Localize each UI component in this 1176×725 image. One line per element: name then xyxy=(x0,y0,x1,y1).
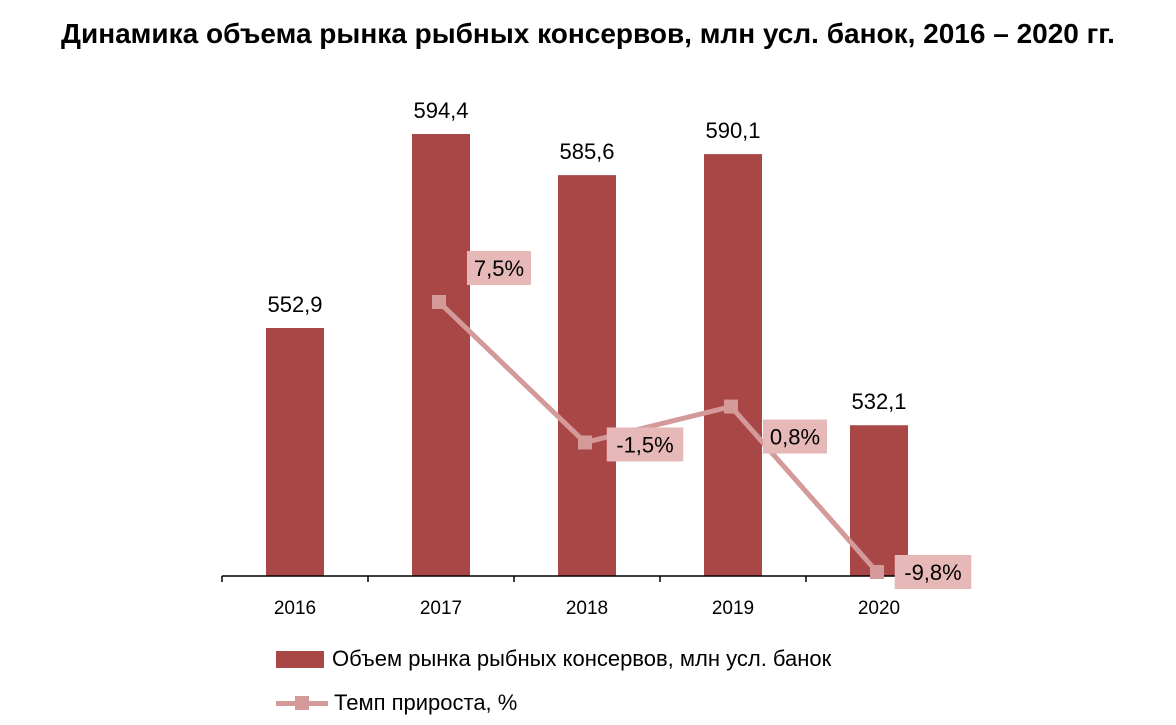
x-tick-label: 2017 xyxy=(420,598,462,619)
data-labels-layer: 552,9 594,4 585,6 590,1 532,1 7,5% -1,5% 0,8% -9… xyxy=(267,98,972,589)
bar-2017 xyxy=(412,134,470,576)
growth-marker-2019 xyxy=(724,399,738,414)
growth-marker-2020 xyxy=(870,565,884,579)
bar-2018 xyxy=(558,175,616,577)
legend-label-volume: Объем рынка рыбных консервов, млн усл. б… xyxy=(332,646,832,671)
growth-value-label: -1,5% xyxy=(616,432,673,457)
legend-item-volume: Объем рынка рыбных консервов, млн усл. б… xyxy=(276,646,831,672)
bar-value-label: 552,9 xyxy=(267,292,322,317)
growth-label-box xyxy=(606,427,684,462)
growth-value-label: 0,8% xyxy=(770,425,820,450)
growth-value-label: 7,5% xyxy=(474,256,524,281)
x-tick-label: 2019 xyxy=(712,598,754,619)
legend-bar-swatch xyxy=(276,650,324,668)
legend-label-growth: Темп прироста, % xyxy=(334,690,518,715)
legend-item-growth: Темп прироста, % xyxy=(276,690,517,716)
growth-line-layer xyxy=(432,295,884,579)
x-axis: 2016 2017 2018 2019 2020 xyxy=(221,575,953,619)
growth-label-box xyxy=(894,555,972,589)
growth-label-box xyxy=(763,419,827,454)
bar-value-label: 585,6 xyxy=(559,139,614,164)
bar-value-label: 590,1 xyxy=(705,118,760,143)
chart-plot: 2016 2017 2018 2019 2020 552,9 594,4 585,6 590,… xyxy=(221,98,972,619)
growth-line xyxy=(437,300,879,574)
legend-line-swatch xyxy=(276,693,328,713)
bar-2019 xyxy=(704,154,762,577)
x-tick-label: 2020 xyxy=(858,598,900,619)
x-tick-label: 2016 xyxy=(274,598,316,619)
growth-value-label: -9,8% xyxy=(904,560,961,585)
bar-value-label: 594,4 xyxy=(413,98,468,123)
bar-value-label: 532,1 xyxy=(851,389,906,414)
x-tick-label: 2018 xyxy=(566,598,608,619)
bars-layer xyxy=(266,134,908,577)
chart-title: Динамика объема рынка рыбных консервов, … xyxy=(61,18,1115,49)
growth-label-box xyxy=(467,251,531,285)
bar-2016 xyxy=(266,328,324,576)
growth-marker-2017 xyxy=(432,295,446,309)
growth-marker-2018 xyxy=(578,435,592,450)
